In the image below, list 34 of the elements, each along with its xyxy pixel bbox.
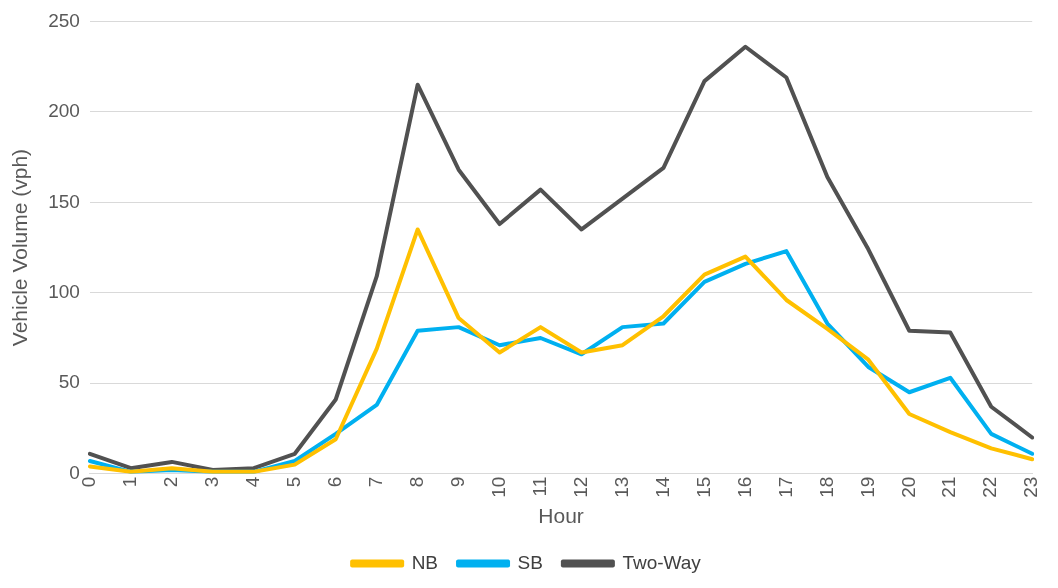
x-tick-label: 8: [405, 476, 427, 488]
x-tick-label: 17: [774, 476, 796, 498]
legend-label: SB: [517, 551, 543, 573]
x-tick-label: 9: [446, 476, 468, 488]
y-tick-label: 150: [48, 190, 80, 212]
x-tick-label: 2: [160, 476, 182, 488]
y-axis-title: Vehicle Volume (vph): [8, 148, 32, 347]
x-tick-label: 7: [364, 476, 386, 488]
x-tick-label: 6: [323, 476, 345, 488]
y-tick-label: 50: [58, 371, 80, 393]
x-tick-label: 11: [528, 476, 550, 497]
y-tick-label: 200: [48, 100, 80, 122]
x-tick-label: 18: [815, 476, 837, 498]
x-tick-label: 15: [692, 476, 714, 498]
x-tick-label: 10: [487, 476, 509, 498]
x-tick-label: 22: [979, 476, 1001, 498]
x-tick-label: 14: [651, 476, 673, 498]
legend-label: NB: [411, 551, 439, 573]
y-tick-label: 250: [48, 9, 80, 31]
x-axis-title: Hour: [538, 504, 584, 528]
x-tick-label: 13: [610, 476, 632, 498]
x-tick-label: 4: [242, 476, 264, 488]
x-tick-label: 23: [1020, 476, 1042, 498]
x-tick-label: 1: [119, 476, 141, 488]
x-tick-label: 20: [897, 476, 919, 498]
x-tick-label: 5: [282, 476, 304, 488]
x-tick-label: 3: [201, 476, 223, 488]
x-tick-label: 0: [78, 476, 100, 488]
x-tick-label: 12: [569, 476, 591, 498]
x-tick-label: 19: [856, 476, 878, 498]
y-tick-label: 100: [48, 280, 80, 302]
x-tick-label: 16: [733, 476, 755, 498]
x-tick-label: 21: [938, 476, 960, 498]
legend-label: Two-Way: [622, 551, 702, 573]
